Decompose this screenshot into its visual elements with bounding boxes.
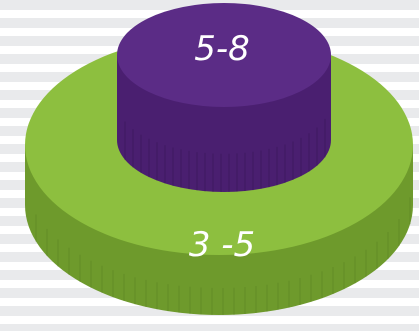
tier-top-top-face [117,3,331,107]
tier-top-side-ribs [124,118,326,192]
tier-bottom-side-ribs [35,197,411,315]
tier-top: 5-8 [117,3,331,192]
tier-top-label: 5-8 [194,29,250,69]
tier-bottom-label: 3 -5 [189,225,255,265]
